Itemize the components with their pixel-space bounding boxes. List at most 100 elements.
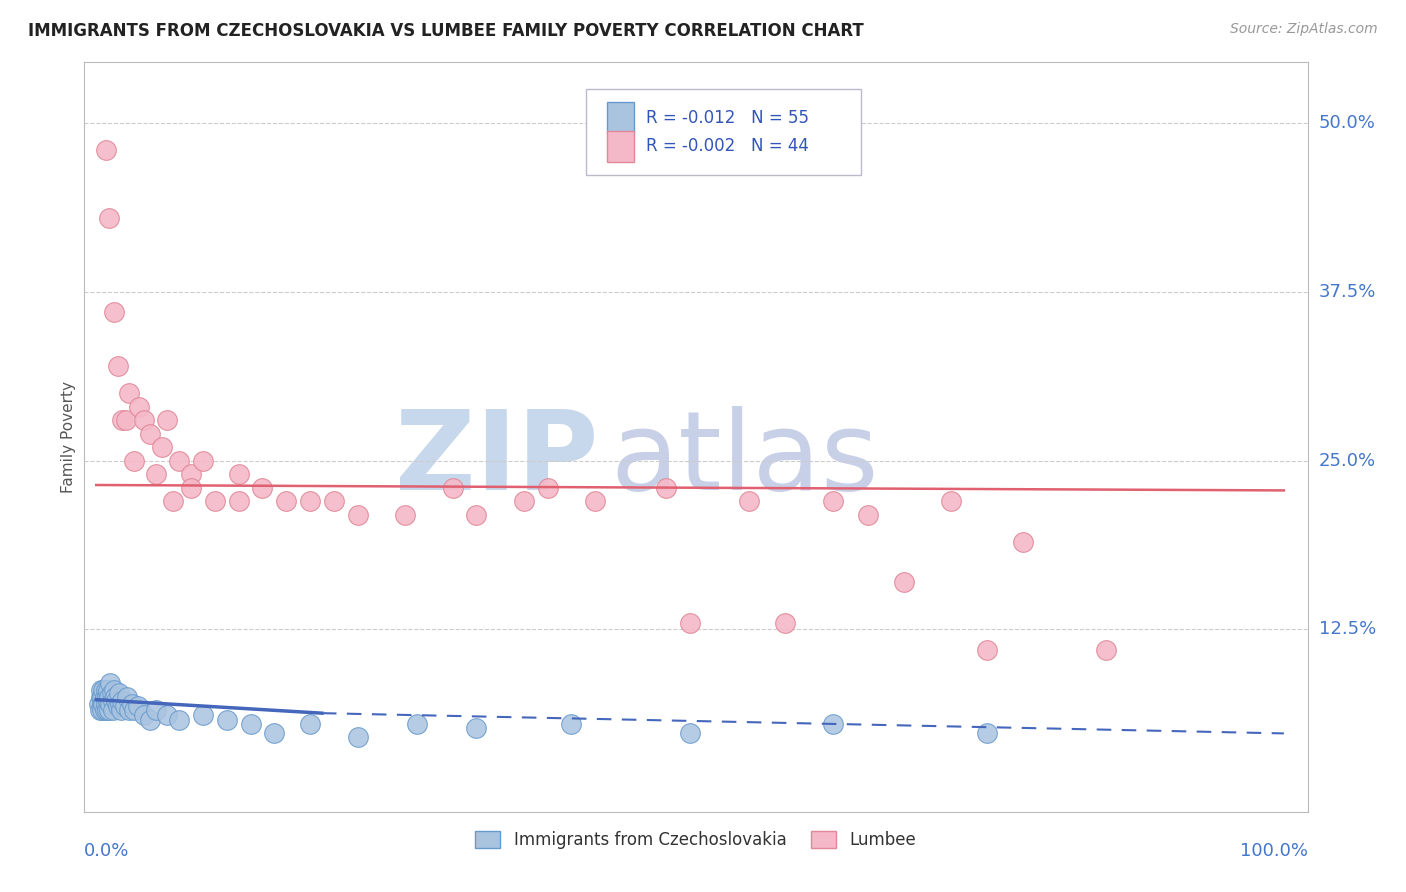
Text: ZIP: ZIP bbox=[395, 406, 598, 513]
Point bbox=[821, 717, 844, 731]
Point bbox=[346, 508, 368, 522]
Point bbox=[96, 703, 118, 717]
Text: Source: ZipAtlas.com: Source: ZipAtlas.com bbox=[1230, 22, 1378, 37]
Point bbox=[104, 690, 127, 704]
Point bbox=[87, 697, 110, 711]
Point bbox=[101, 703, 124, 717]
Point bbox=[441, 481, 464, 495]
Point bbox=[97, 694, 120, 708]
Point bbox=[94, 143, 117, 157]
Point bbox=[132, 707, 155, 722]
Y-axis label: Family Poverty: Family Poverty bbox=[60, 381, 76, 493]
Point bbox=[111, 413, 134, 427]
Point bbox=[513, 494, 536, 508]
Point bbox=[103, 305, 125, 319]
Point bbox=[1094, 642, 1116, 657]
Point bbox=[322, 494, 344, 508]
Point bbox=[90, 683, 112, 698]
Point bbox=[127, 699, 149, 714]
FancyBboxPatch shape bbox=[586, 88, 860, 175]
Point bbox=[180, 481, 202, 495]
Point bbox=[228, 494, 250, 508]
Point bbox=[679, 615, 702, 630]
Point bbox=[215, 713, 238, 727]
Text: 37.5%: 37.5% bbox=[1319, 283, 1376, 301]
Text: R = -0.012   N = 55: R = -0.012 N = 55 bbox=[645, 109, 808, 127]
Point bbox=[100, 686, 122, 700]
Point bbox=[107, 686, 129, 700]
Point bbox=[263, 726, 285, 740]
Point bbox=[738, 494, 761, 508]
Point bbox=[150, 440, 173, 454]
Point bbox=[394, 508, 416, 522]
Point bbox=[111, 694, 134, 708]
Point bbox=[107, 359, 129, 374]
Point bbox=[103, 683, 125, 698]
Point bbox=[204, 494, 226, 508]
Point bbox=[252, 481, 274, 495]
Point bbox=[121, 697, 143, 711]
Text: R = -0.002   N = 44: R = -0.002 N = 44 bbox=[645, 137, 808, 155]
Point bbox=[93, 690, 115, 704]
Point bbox=[94, 683, 117, 698]
Point bbox=[118, 703, 141, 717]
Text: 12.5%: 12.5% bbox=[1319, 621, 1376, 639]
Point bbox=[93, 683, 115, 698]
Point bbox=[94, 697, 117, 711]
Point bbox=[941, 494, 963, 508]
Point bbox=[89, 703, 111, 717]
Text: 50.0%: 50.0% bbox=[1319, 114, 1375, 132]
Point bbox=[679, 726, 702, 740]
Point bbox=[536, 481, 558, 495]
Point bbox=[128, 400, 150, 414]
Point bbox=[773, 615, 796, 630]
Point bbox=[560, 717, 582, 731]
Point bbox=[91, 703, 114, 717]
Point bbox=[122, 703, 145, 717]
Point bbox=[101, 694, 124, 708]
Point bbox=[98, 703, 121, 717]
Point bbox=[97, 683, 120, 698]
Text: 100.0%: 100.0% bbox=[1240, 842, 1308, 860]
Point bbox=[655, 481, 678, 495]
FancyBboxPatch shape bbox=[606, 130, 634, 162]
Text: IMMIGRANTS FROM CZECHOSLOVAKIA VS LUMBEE FAMILY POVERTY CORRELATION CHART: IMMIGRANTS FROM CZECHOSLOVAKIA VS LUMBEE… bbox=[28, 22, 863, 40]
Point bbox=[105, 694, 128, 708]
Point bbox=[93, 697, 115, 711]
Point bbox=[145, 703, 167, 717]
Point bbox=[191, 707, 214, 722]
Point bbox=[114, 699, 136, 714]
Point bbox=[115, 413, 138, 427]
Legend: Immigrants from Czechoslovakia, Lumbee: Immigrants from Czechoslovakia, Lumbee bbox=[468, 824, 924, 855]
Point bbox=[156, 707, 179, 722]
Point bbox=[93, 703, 115, 717]
Point bbox=[169, 453, 191, 467]
FancyBboxPatch shape bbox=[606, 103, 634, 134]
Point bbox=[298, 717, 321, 731]
Point bbox=[96, 690, 118, 704]
Point bbox=[191, 453, 214, 467]
Point bbox=[856, 508, 879, 522]
Point bbox=[115, 690, 138, 704]
Point bbox=[821, 494, 844, 508]
Point bbox=[583, 494, 606, 508]
Point bbox=[228, 467, 250, 482]
Text: atlas: atlas bbox=[610, 406, 879, 513]
Point bbox=[100, 697, 122, 711]
Point bbox=[169, 713, 191, 727]
Point bbox=[91, 697, 114, 711]
Point bbox=[100, 676, 122, 690]
Point bbox=[145, 467, 167, 482]
Point bbox=[976, 726, 998, 740]
Point bbox=[976, 642, 998, 657]
Point bbox=[180, 467, 202, 482]
Point bbox=[298, 494, 321, 508]
Point bbox=[98, 211, 121, 225]
Point bbox=[156, 413, 179, 427]
Point bbox=[90, 690, 112, 704]
Point bbox=[465, 721, 488, 735]
Text: 25.0%: 25.0% bbox=[1319, 451, 1376, 470]
Point bbox=[98, 690, 121, 704]
Point bbox=[110, 703, 132, 717]
Point bbox=[107, 699, 129, 714]
